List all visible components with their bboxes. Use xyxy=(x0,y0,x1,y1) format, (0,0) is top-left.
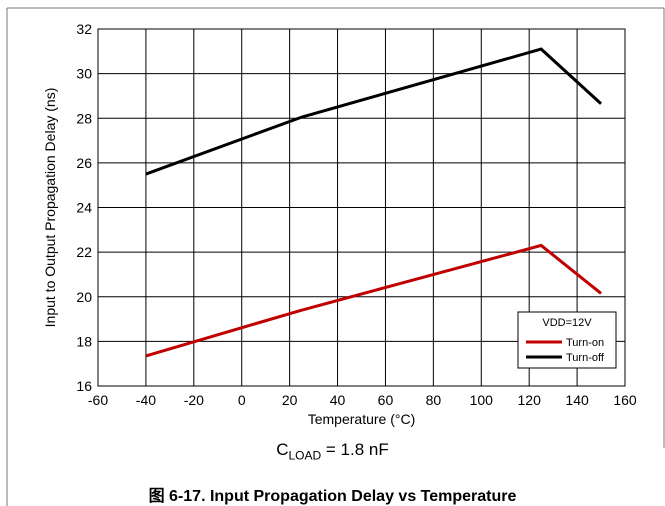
legend-title: VDD=12V xyxy=(542,317,592,329)
y-tick-label: 18 xyxy=(76,333,92,349)
y-tick-label: 30 xyxy=(76,66,92,82)
x-axis-label: Temperature (°C) xyxy=(308,411,416,427)
y-tick-label: 32 xyxy=(76,21,92,37)
legend-entry-turn-off: Turn-off xyxy=(566,352,605,364)
y-tick-label: 16 xyxy=(76,378,92,394)
series-lines xyxy=(145,47,603,358)
series-line-turn-on xyxy=(145,243,602,358)
x-tick-label: 160 xyxy=(613,392,637,408)
legend-box xyxy=(517,311,617,369)
y-tick-label: 28 xyxy=(76,110,92,126)
x-tick-label: 60 xyxy=(378,392,394,408)
load-condition: CLOAD = 1.8 nF xyxy=(0,440,665,462)
x-tick-label: 140 xyxy=(565,392,589,408)
y-tick-label: 24 xyxy=(76,200,92,216)
x-tick-label: 100 xyxy=(470,392,494,408)
x-tick-label: -20 xyxy=(184,392,204,408)
x-tick-label: 40 xyxy=(330,392,346,408)
plot-area xyxy=(97,28,626,387)
y-axis-label: Input to Output Propagation Delay (ns) xyxy=(42,88,58,328)
load-condition-value: = 1.8 nF xyxy=(321,440,389,459)
x-tick-label: 120 xyxy=(518,392,542,408)
y-tick-label: 26 xyxy=(76,155,92,171)
x-tick-label: 0 xyxy=(238,392,246,408)
y-tick-label: 20 xyxy=(76,289,92,305)
legend: VDD=12V Turn-on Turn-off xyxy=(517,311,617,369)
legend-entry-turn-on: Turn-on xyxy=(566,337,604,349)
x-tick-labels: -60 -40 -20 0 20 40 60 80 100 120 140 160 xyxy=(88,392,637,408)
load-condition-subscript: LOAD xyxy=(288,448,322,463)
x-tick-label: -40 xyxy=(136,392,156,408)
figure-caption: 图 6-17. Input Propagation Delay vs Tempe… xyxy=(148,488,517,505)
load-condition-prefix: C xyxy=(276,440,289,459)
x-tick-label: -60 xyxy=(88,392,108,408)
series-line-turn-off xyxy=(145,47,603,176)
y-tick-label: 22 xyxy=(76,244,92,260)
y-tick-labels: 16 18 20 22 24 26 28 30 32 xyxy=(76,21,92,394)
x-tick-label: 20 xyxy=(282,392,298,408)
x-tick-label: 80 xyxy=(426,392,442,408)
